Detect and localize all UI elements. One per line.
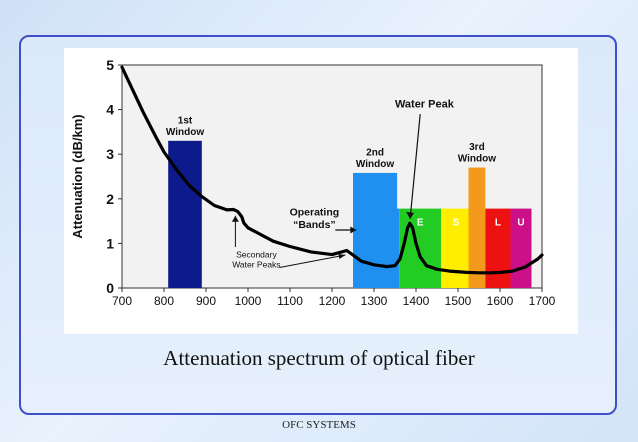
band-L	[485, 208, 511, 288]
band-E	[399, 208, 442, 288]
window-bar-2	[353, 172, 398, 288]
y-tick-label: 2	[106, 191, 114, 207]
x-tick-label: 1300	[361, 294, 388, 308]
x-tick-label: 700	[112, 294, 132, 308]
y-axis-title: Attenuation (dB/km)	[70, 114, 85, 238]
y-tick-label: 4	[106, 102, 114, 118]
secondary-peaks-label: Secondary Water Peaks	[232, 250, 280, 270]
x-tick-label: 900	[196, 294, 216, 308]
attenuation-curve	[120, 65, 544, 275]
window-label-1: 1st Window	[166, 115, 204, 138]
secondary-peak-arrowhead-1	[231, 215, 239, 222]
x-tick-label: 1700	[529, 294, 556, 308]
x-tick-label: 1400	[403, 294, 430, 308]
chart-svg: OESCLU1stWindow2ndWindow3rdWindow7008009…	[70, 57, 556, 308]
water-peak-label: Water Peak	[395, 98, 455, 110]
attenuation-chart: OESCLU1stWindow2ndWindow3rdWindow7008009…	[64, 48, 578, 334]
operating-bands-label: Operating “Bands”	[290, 207, 340, 231]
x-tick-label: 1600	[487, 294, 514, 308]
band-label-L: L	[495, 218, 501, 229]
band-S	[441, 208, 471, 288]
window-label-3: 3rd Window	[458, 142, 496, 165]
y-tick-label: 5	[106, 57, 114, 73]
secondary-peak-pointer-2	[279, 254, 346, 268]
y-tick-label: 1	[106, 235, 114, 251]
operating-bands-arrowhead	[350, 226, 357, 234]
x-tick-label: 1500	[445, 294, 472, 308]
window-label-2: 2nd Window	[356, 147, 394, 170]
figure-caption: Attenuation spectrum of optical fiber	[163, 346, 475, 370]
window-bar-3	[468, 167, 486, 288]
x-tick-label: 800	[154, 294, 174, 308]
water-peak-pointer	[409, 114, 421, 219]
y-tick-label: 0	[106, 280, 114, 296]
y-tick-label: 3	[106, 146, 114, 162]
x-tick-label: 1100	[277, 294, 303, 308]
x-tick-label: 1000	[235, 294, 262, 308]
x-tick-label: 1200	[319, 294, 346, 308]
band-label-S: S	[453, 218, 460, 229]
band-label-E: E	[417, 218, 424, 229]
band-label-U: U	[517, 218, 524, 229]
secondary-peak-arrowhead-2	[338, 253, 346, 259]
footer-text: OFC SYSTEMS	[282, 419, 356, 431]
water-peak-arrowhead	[406, 211, 415, 219]
